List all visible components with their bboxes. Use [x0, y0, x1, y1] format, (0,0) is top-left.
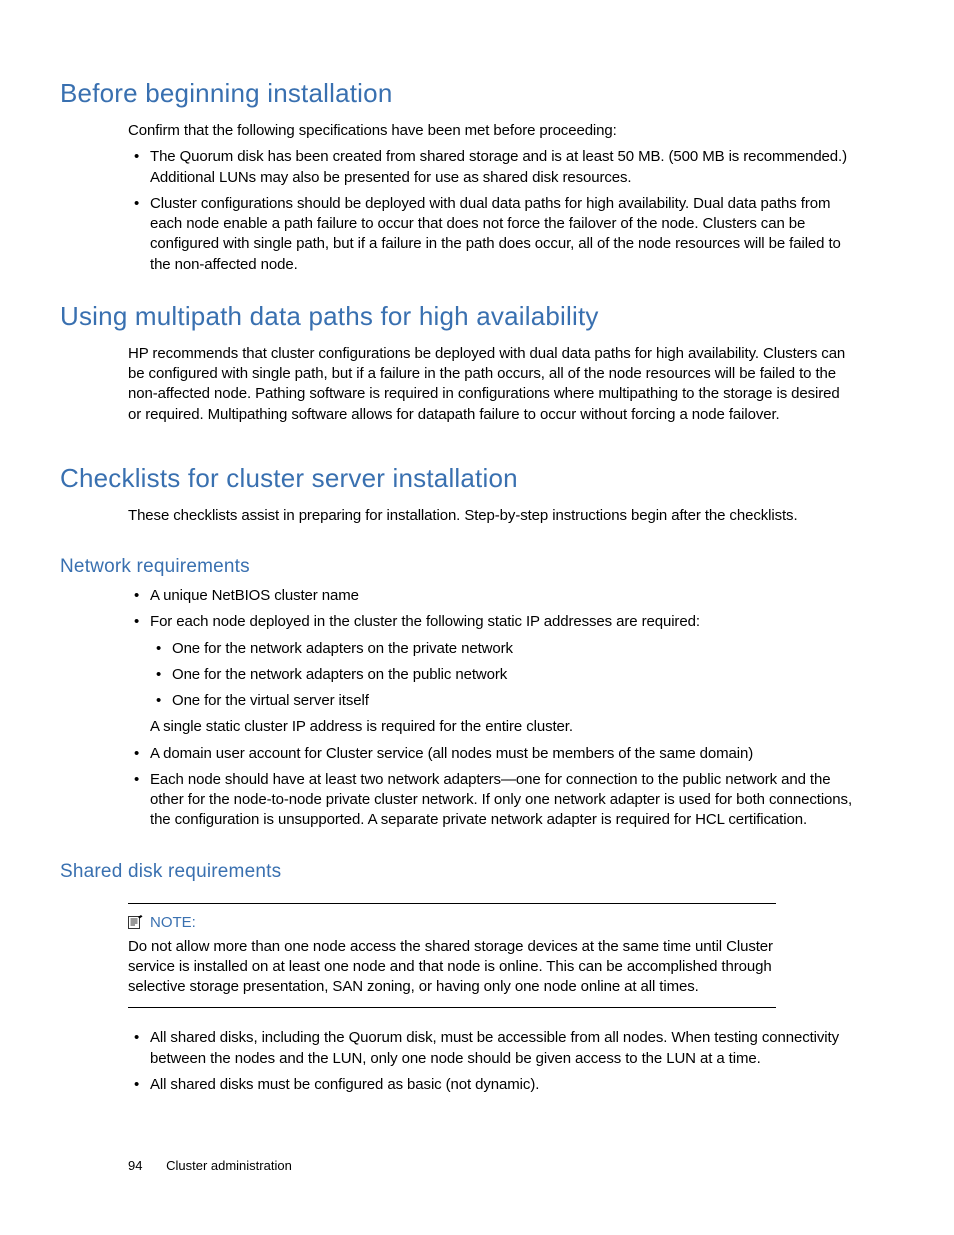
chapter-title: Cluster administration	[166, 1158, 292, 1173]
heading-network-requirements: Network requirements	[60, 556, 856, 578]
list-item: All shared disks, including the Quorum d…	[128, 1028, 856, 1069]
page-number: 94	[128, 1158, 142, 1173]
sublist-followup-text: A single static cluster IP address is re…	[150, 717, 856, 737]
heading-before-beginning: Before beginning installation	[60, 78, 856, 109]
note-header: NOTE:	[128, 914, 776, 931]
list-item: One for the virtual server itself	[150, 691, 856, 711]
note-body-text: Do not allow more than one node access t…	[128, 937, 776, 998]
list-item: A unique NetBIOS cluster name	[128, 586, 856, 606]
list-item: One for the network adapters on the priv…	[150, 639, 856, 659]
list-item: All shared disks must be configured as b…	[128, 1075, 856, 1095]
note-icon	[128, 915, 144, 929]
s4-bullet-list: A unique NetBIOS cluster name For each n…	[128, 586, 856, 831]
list-item: The Quorum disk has been created from sh…	[128, 147, 856, 188]
heading-multipath: Using multipath data paths for high avai…	[60, 301, 856, 332]
list-item: For each node deployed in the cluster th…	[128, 612, 856, 737]
heading-checklists: Checklists for cluster server installati…	[60, 463, 856, 494]
s1-bullet-list: The Quorum disk has been created from sh…	[128, 147, 856, 275]
heading-shared-disk: Shared disk requirements	[60, 861, 856, 883]
intro-text: Confirm that the following specification…	[128, 121, 856, 141]
body-paragraph: These checklists assist in preparing for…	[128, 506, 856, 526]
s5-bullet-list: All shared disks, including the Quorum d…	[128, 1028, 856, 1095]
note-callout: NOTE: Do not allow more than one node ac…	[128, 903, 776, 1009]
list-item-text: For each node deployed in the cluster th…	[150, 613, 700, 630]
list-item: One for the network adapters on the publ…	[150, 665, 856, 685]
list-item: Cluster configurations should be deploye…	[128, 194, 856, 275]
note-label: NOTE:	[150, 914, 196, 931]
list-item: A domain user account for Cluster servic…	[128, 744, 856, 764]
body-paragraph: HP recommends that cluster configuration…	[128, 344, 856, 425]
page-footer: 94 Cluster administration	[128, 1158, 292, 1173]
list-item: Each node should have at least two netwo…	[128, 770, 856, 831]
s4-sub-bullet-list: One for the network adapters on the priv…	[150, 639, 856, 712]
